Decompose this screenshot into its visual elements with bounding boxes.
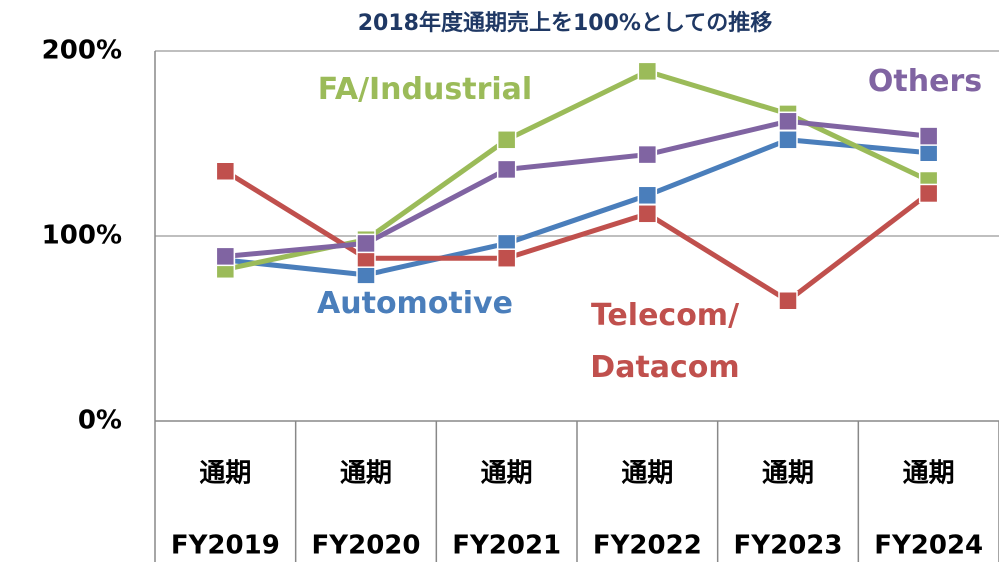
y-tick-label: 0% [78,406,122,436]
x-tick-label: FY2020 [312,531,421,561]
point-marker [215,246,236,267]
x-sublabel: 通期 [481,459,533,489]
x-tick-label: FY2024 [874,531,983,561]
point-marker [778,291,798,311]
point-marker [215,161,236,181]
x-tick-label: FY2019 [171,531,280,561]
point-marker [918,126,939,146]
chart-title: 2018年度通期売上を100%としての推移 [358,10,773,36]
x-sublabel: 通期 [762,459,814,489]
point-marker [778,111,798,132]
point-marker [637,144,658,165]
series-label: FA/Industrial [317,72,533,107]
series-label: Automotive [317,286,513,321]
point-marker [637,61,658,82]
x-sublabel: 通期 [199,459,251,489]
y-tick-label: 100% [42,221,122,251]
point-marker [778,130,798,150]
point-marker [356,233,376,254]
point-marker [496,248,517,268]
x-sublabel: 通期 [903,459,955,489]
point-marker [637,204,658,224]
x-sublabel: 通期 [340,459,392,489]
series-line [225,118,929,259]
x-tick-label: FY2021 [452,531,561,561]
x-tick-label: FY2023 [734,531,843,561]
point-marker [496,159,517,180]
x-sublabel: 通期 [621,459,673,489]
point-marker [918,143,939,163]
series-label: Telecom/ Datacom [590,298,740,385]
series-label: Others [867,64,983,99]
y-tick-label: 200% [42,36,122,66]
point-marker [496,130,517,150]
x-tick-label: FY2022 [593,531,702,561]
series-line [225,137,929,278]
point-marker [637,185,658,206]
point-marker [918,183,939,204]
